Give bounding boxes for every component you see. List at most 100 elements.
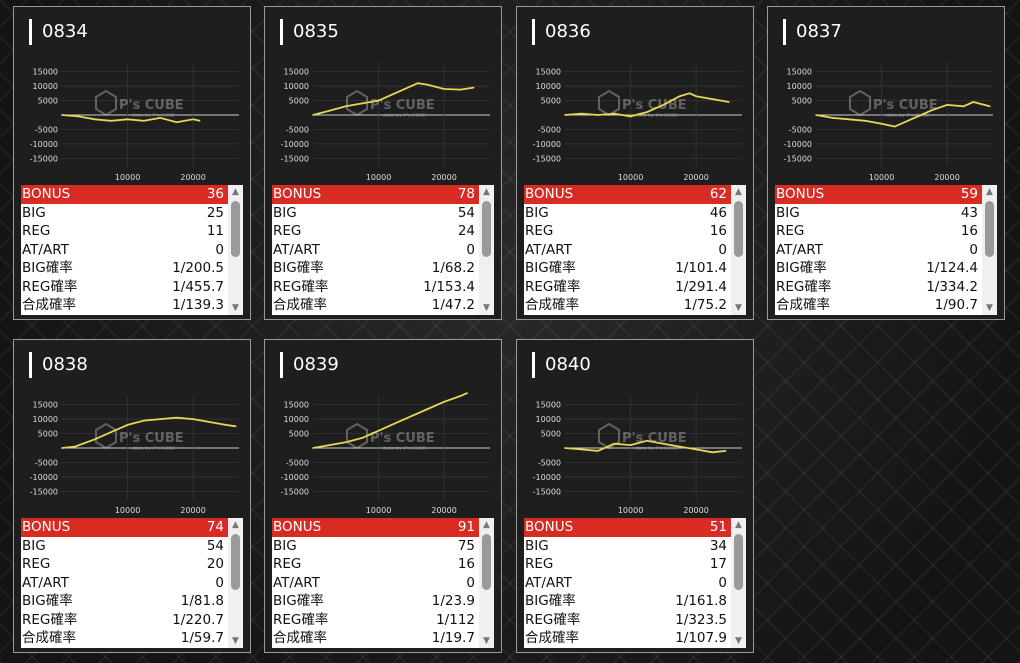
scroll-up-icon[interactable]: ▲ <box>232 520 239 530</box>
scroll-up-icon[interactable]: ▲ <box>986 187 993 197</box>
bonus-row: BONUS 74 <box>21 518 228 537</box>
stat-value: 43 <box>960 204 978 221</box>
data-point <box>198 119 201 122</box>
scrollbar[interactable]: ▲ ▼ <box>479 185 494 315</box>
stats-list[interactable]: BONUS 74 BIG 54 REG 20 AT/ART 0 BIG確率 1/81.8 REG確率… <box>21 518 243 648</box>
y-tick-label: 15000 <box>33 401 58 410</box>
data-point <box>459 395 462 397</box>
stat-label: REG確率 <box>273 611 329 628</box>
stats-list[interactable]: BONUS 91 BIG 75 REG 16 AT/ART 0 BIG確率 1/23.9 REG確率… <box>272 518 494 648</box>
data-point <box>377 99 380 102</box>
data-point <box>61 447 63 449</box>
y-tick-label: -10000 <box>533 473 561 482</box>
scrollbar[interactable]: ▲ ▼ <box>731 518 746 648</box>
scroll-up-icon[interactable]: ▲ <box>483 520 490 530</box>
stat-row: BIG 43 <box>775 204 982 223</box>
data-point <box>159 117 162 119</box>
slump-graph: 15000 10000 5000 -5000 -10000 -15000 10000 2000… <box>776 55 998 185</box>
y-tick-label: -10000 <box>784 140 812 149</box>
data-point <box>361 102 363 105</box>
scrollbar[interactable]: ▲ ▼ <box>228 518 243 648</box>
scroll-thumb[interactable] <box>231 534 240 590</box>
scroll-thumb[interactable] <box>482 534 491 590</box>
scrollbar[interactable]: ▲ ▼ <box>731 185 746 315</box>
stat-row: REG確率 1/334.2 <box>775 278 982 297</box>
machine-card[interactable]: 0837 15000 10000 5000 -5000 -10000 -15000 10000… <box>767 6 1005 320</box>
stat-value: 1/161.8 <box>675 593 727 609</box>
stat-value: 1/323.5 <box>675 611 727 628</box>
scrollbar[interactable]: ▲ ▼ <box>982 185 997 315</box>
y-tick-label: 15000 <box>536 68 561 77</box>
data-point <box>962 105 965 108</box>
y-tick-label: -10000 <box>30 473 58 482</box>
data-point <box>312 447 314 449</box>
data-point <box>344 105 347 108</box>
scroll-down-icon[interactable]: ▼ <box>232 636 239 646</box>
x-tick-label: 20000 <box>180 173 205 182</box>
stat-row: AT/ART 0 <box>524 241 731 260</box>
scroll-up-icon[interactable]: ▲ <box>483 187 490 197</box>
stat-value: 75 <box>457 537 475 554</box>
data-point <box>110 431 112 433</box>
scroll-up-icon[interactable]: ▲ <box>735 187 742 197</box>
stat-label: REG <box>525 223 554 239</box>
scroll-thumb[interactable] <box>985 201 994 257</box>
x-tick-label: 10000 <box>115 506 140 515</box>
stat-value: 1/139.3 <box>172 297 224 313</box>
machine-number: 0839 <box>280 352 339 378</box>
scroll-thumb[interactable] <box>734 534 743 590</box>
scroll-down-icon[interactable]: ▼ <box>232 303 239 313</box>
scroll-down-icon[interactable]: ▼ <box>735 636 742 646</box>
stat-row: REG 20 <box>21 555 228 574</box>
y-tick-label: 10000 <box>33 415 58 424</box>
machine-card[interactable]: 0835 15000 10000 5000 -5000 -10000 -15000 10000… <box>264 6 502 320</box>
stat-label: BONUS <box>22 186 71 202</box>
data-point <box>110 119 112 122</box>
scroll-down-icon[interactable]: ▼ <box>735 303 742 313</box>
machine-card[interactable]: 0839 15000 10000 5000 -5000 -10000 -15000 10000… <box>264 339 502 653</box>
scroll-down-icon[interactable]: ▼ <box>483 636 490 646</box>
stat-label: BIG確率 <box>273 593 324 609</box>
scroll-down-icon[interactable]: ▼ <box>986 303 993 313</box>
scroll-down-icon[interactable]: ▼ <box>483 303 490 313</box>
machine-card[interactable]: 0836 15000 10000 5000 -5000 -10000 -15000 10000… <box>516 6 754 320</box>
data-point <box>410 85 413 87</box>
logo-hex-icon <box>598 422 620 450</box>
stat-value: 1/19.7 <box>431 630 475 646</box>
stat-label: BIG確率 <box>525 593 576 609</box>
stat-row: BIG確率 1/23.9 <box>272 592 479 611</box>
stats-list[interactable]: BONUS 36 BIG 25 REG 11 AT/ART 0 BIG確率 1/200.5 REG確… <box>21 185 243 315</box>
scrollbar[interactable]: ▲ ▼ <box>479 518 494 648</box>
scroll-up-icon[interactable]: ▲ <box>735 520 742 530</box>
stat-label: BONUS <box>273 186 322 202</box>
logo-text: P's CUBE <box>622 431 687 446</box>
stat-row: BIG 54 <box>21 537 228 556</box>
stat-label: AT/ART <box>525 574 572 591</box>
stat-row: BIG 46 <box>524 204 731 223</box>
machine-card[interactable]: 0834 15000 10000 5000 -5000 -10000 -15000 10000… <box>13 6 251 320</box>
data-point <box>629 115 632 118</box>
scroll-thumb[interactable] <box>734 201 743 257</box>
stats-list[interactable]: BONUS 78 BIG 54 REG 24 AT/ART 0 BIG確率 1/68.2 REG確率… <box>272 185 494 315</box>
scroll-thumb[interactable] <box>482 201 491 257</box>
stat-label: BIG確率 <box>22 593 73 609</box>
scroll-up-icon[interactable]: ▲ <box>232 187 239 197</box>
data-point <box>459 88 462 91</box>
machine-card[interactable]: 0840 15000 10000 5000 -5000 -10000 -15000 10000… <box>516 339 754 653</box>
graph-svg: 15000 10000 5000 -5000 -10000 -15000 10000 2000… <box>30 396 239 515</box>
stats-list[interactable]: BONUS 59 BIG 43 REG 16 AT/ART 0 BIG確率 1/124.4 REG確… <box>775 185 997 315</box>
stat-row: AT/ART 0 <box>272 574 479 593</box>
scroll-thumb[interactable] <box>231 201 240 257</box>
data-point <box>417 82 419 85</box>
stats-list[interactable]: BONUS 62 BIG 46 REG 16 AT/ART 0 BIG確率 1/101.4 REG確… <box>524 185 746 315</box>
stat-value: 59 <box>960 186 978 202</box>
machine-card[interactable]: 0838 15000 10000 5000 -5000 -10000 -15000 10000… <box>13 339 251 653</box>
stats-list[interactable]: BONUS 51 BIG 34 REG 17 AT/ART 0 BIG確率 1/161.8 REG確… <box>524 518 746 648</box>
y-tick-label: 10000 <box>284 415 309 424</box>
scrollbar[interactable]: ▲ ▼ <box>228 185 243 315</box>
data-point <box>688 92 691 95</box>
y-tick-label: -15000 <box>784 154 812 163</box>
stat-row: REG 24 <box>272 222 479 241</box>
data-point <box>893 125 896 128</box>
x-tick-label: 10000 <box>618 173 643 182</box>
